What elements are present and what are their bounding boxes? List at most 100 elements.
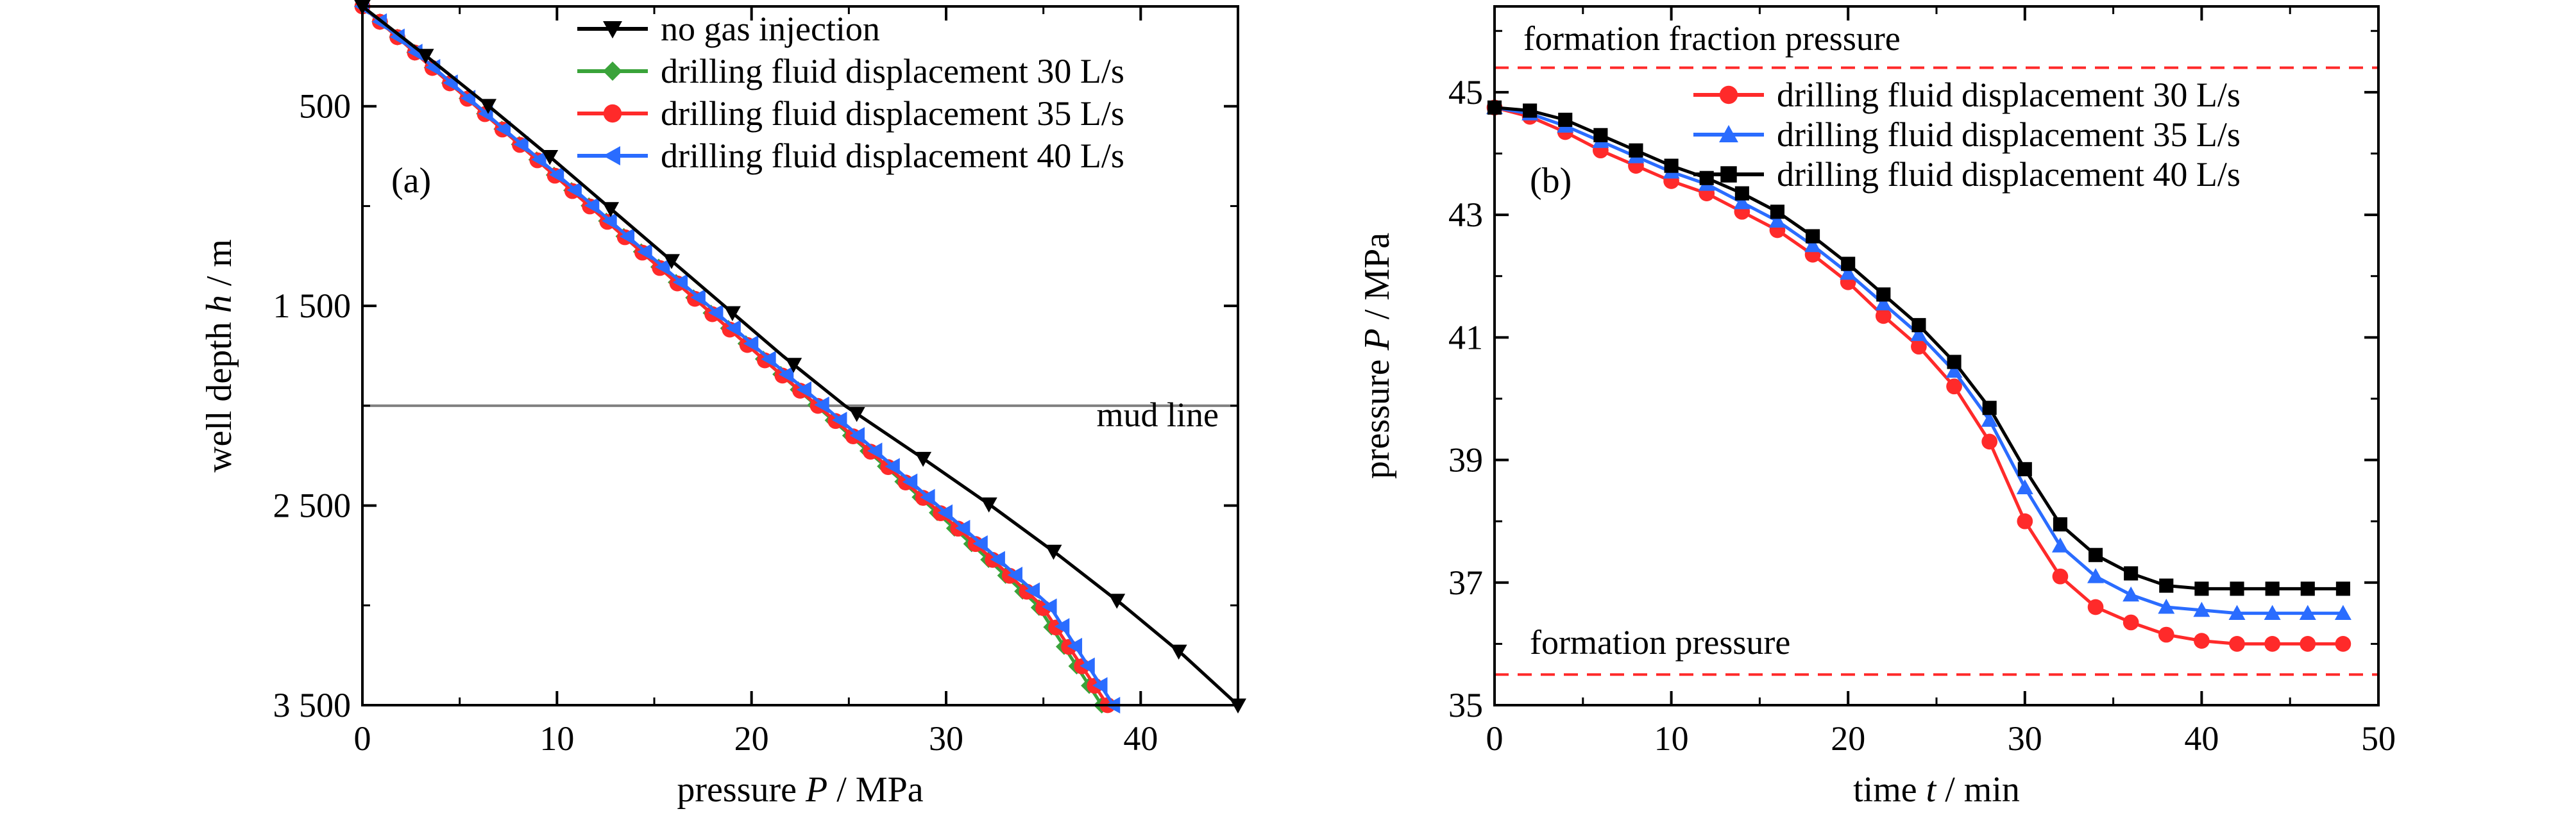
data-point (1629, 143, 1643, 158)
x-tick-label: 30 (2008, 719, 2042, 758)
data-point (1875, 308, 1892, 324)
data-point (1945, 362, 1963, 378)
data-point (2334, 605, 2351, 620)
data-point (2229, 636, 2245, 652)
data-point (980, 497, 997, 513)
reference-line-label: formation fraction pressure (1523, 19, 1901, 58)
data-point (1733, 194, 1750, 210)
legend-label: no gas injection (661, 10, 880, 48)
data-point (417, 49, 434, 64)
data-point (2052, 568, 2069, 585)
data-point (2123, 586, 2140, 602)
y-axis-label: pressure P / MPa (1357, 233, 1397, 479)
data-point (619, 228, 635, 245)
data-point (849, 427, 865, 444)
x-tick-label: 40 (1123, 719, 1158, 758)
series-line (361, 5, 1239, 706)
data-point (785, 358, 802, 373)
data-point (1719, 125, 1738, 142)
data-point (1768, 212, 1786, 228)
data-point (1092, 677, 1108, 694)
data-point (603, 21, 622, 38)
data-point (531, 151, 547, 168)
data-point (1664, 158, 1679, 173)
data-point (1720, 166, 1737, 183)
data-point (2053, 517, 2067, 531)
data-point (1875, 295, 1892, 311)
data-point (654, 258, 670, 276)
data-point (541, 150, 559, 165)
data-point (566, 181, 582, 199)
data-point (2299, 605, 2316, 620)
legend-label: drilling fluid displacement 30 L/s (661, 52, 1124, 90)
y-tick-label: 3 500 (273, 686, 352, 724)
data-point (1841, 256, 1856, 271)
data-point (902, 473, 918, 490)
data-point (603, 62, 622, 81)
legend: drilling fluid displacement 30 L/s drilli… (1693, 76, 2241, 194)
data-point (1876, 287, 1891, 302)
y-tick-label: 45 (1448, 73, 1483, 112)
data-point (990, 551, 1005, 568)
x-tick-label: 50 (2361, 719, 2396, 758)
legend: no gas injection drilling fluid displacem… (577, 10, 1124, 175)
y-tick-label: 1 500 (273, 287, 352, 325)
panel-label: (b) (1530, 161, 1572, 201)
data-point (708, 304, 724, 321)
y-tick-label: 500 (299, 87, 351, 126)
plot-frame (361, 5, 1239, 706)
data-point (2300, 636, 2316, 652)
data-point (761, 351, 776, 368)
data-point (480, 99, 497, 114)
legend-label: drilling fluid displacement 30 L/s (1777, 76, 2241, 114)
x-tick-label: 10 (539, 719, 574, 758)
data-point (2193, 601, 2210, 617)
data-point (513, 136, 529, 153)
x-tick-label: 10 (1654, 719, 1689, 758)
data-point (603, 146, 620, 165)
data-point (603, 104, 622, 123)
data-point (2300, 581, 2315, 596)
data-point (1045, 544, 1062, 560)
legend-label: drilling fluid displacement 40 L/s (1777, 155, 2241, 194)
data-point (1804, 237, 1822, 253)
y-tick-label: 2 500 (273, 487, 352, 525)
data-point (1770, 204, 1785, 219)
x-tick-label: 20 (1831, 719, 1865, 758)
data-point (2124, 566, 2139, 581)
data-point (1054, 618, 1070, 635)
data-point (602, 212, 617, 230)
data-point (1734, 186, 1749, 201)
data-point (1523, 103, 1538, 118)
data-point (2016, 479, 2033, 494)
data-point (796, 381, 811, 398)
y-tick-label: 35 (1448, 686, 1483, 724)
data-point (637, 243, 652, 260)
data-point (1558, 112, 1573, 127)
y-axis-label: well depth h / m (199, 239, 239, 472)
data-point (867, 442, 883, 460)
y-tick-label: 43 (1448, 196, 1483, 234)
data-point (2335, 581, 2350, 596)
panel-a: mud line 0 10 20 30 40 500 1 500 2 500 3 500 press… (199, 0, 1246, 810)
x-axis-label: pressure P / MPa (677, 770, 923, 810)
data-point (915, 451, 932, 467)
data-point (1024, 582, 1040, 599)
data-point (724, 306, 741, 321)
data-point (371, 13, 387, 30)
data-point (1007, 567, 1022, 584)
x-tick-label: 30 (929, 719, 963, 758)
data-point (1108, 594, 1126, 609)
data-point (955, 519, 970, 537)
x-tick-label: 0 (1486, 719, 1504, 758)
data-point (1042, 598, 1057, 615)
data-point (407, 44, 423, 61)
data-point (2194, 633, 2210, 649)
data-point (2158, 626, 2174, 643)
y-tick-label: 37 (1448, 563, 1483, 602)
data-point (1593, 128, 1608, 142)
data-point (1911, 318, 1926, 333)
data-point (885, 458, 900, 475)
data-point (778, 366, 794, 383)
